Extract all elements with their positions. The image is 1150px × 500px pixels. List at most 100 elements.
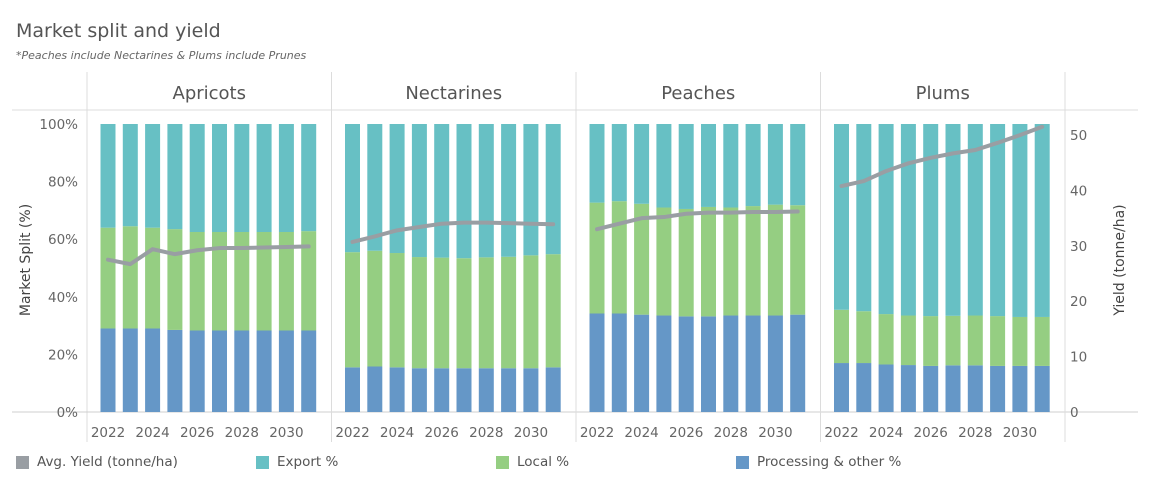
bar-local-peaches-2024 [634,203,650,315]
bar-export-nectarines-2029 [501,124,517,257]
bar-local-nectarines-2026 [434,257,450,369]
bar-export-apricots-2025 [167,124,183,230]
x-tick-label: 2026 [180,425,214,441]
bar-processing-apricots-2031 [301,330,317,412]
bar-export-plums-2025 [900,124,916,316]
bar-local-plums-2030 [1012,316,1028,366]
bar-export-apricots-2027 [212,124,227,232]
x-tick-label: 2030 [1003,425,1037,441]
chart-subtitle: *Peaches include Nectarines & Plums incl… [16,49,307,62]
bar-local-nectarines-2029 [501,256,517,369]
bar-export-peaches-2024 [634,124,650,204]
x-tick-label: 2028 [225,425,259,441]
panel-title-plums: Plums [916,83,970,104]
bar-export-nectarines-2026 [434,124,450,258]
bar-local-plums-2023 [856,311,872,364]
bar-export-peaches-2028 [723,124,739,208]
bar-export-peaches-2031 [790,124,806,206]
bar-local-apricots-2027 [212,232,227,331]
legend-swatch-export [256,455,269,469]
y-tick-label: 60% [48,232,78,248]
y2-axis-title: Yield (tonne/ha) [1112,204,1128,316]
bar-export-peaches-2025 [656,124,672,208]
bar-export-apricots-2022 [100,124,116,228]
bar-local-apricots-2024 [145,227,161,329]
legend-item-local[interactable]: Local % [496,454,569,470]
bar-processing-nectarines-2024 [389,367,405,412]
bar-export-apricots-2029 [256,124,272,232]
bar-processing-plums-2023 [856,363,872,412]
bar-local-apricots-2031 [301,231,317,331]
bar-processing-nectarines-2029 [501,368,517,412]
x-tick-label: 2030 [758,425,792,441]
bar-processing-peaches-2029 [745,315,761,412]
bar-export-plums-2029 [990,124,1006,317]
y-tick-label: 20% [48,347,78,363]
bar-processing-peaches-2022 [589,313,605,412]
bar-processing-apricots-2024 [145,328,161,412]
y2-tick-label: 40 [1070,183,1087,199]
bar-export-plums-2024 [878,124,894,315]
bar-export-apricots-2024 [145,124,161,228]
x-tick-label: 2026 [669,425,703,441]
x-tick-label: 2024 [624,425,658,441]
bar-processing-plums-2031 [1034,365,1050,412]
bar-local-apricots-2022 [100,227,116,329]
bar-export-plums-2023 [856,124,872,312]
x-tick-label: 2030 [269,425,303,441]
bar-local-plums-2022 [834,309,849,364]
bar-processing-apricots-2027 [212,330,227,412]
legend-item-yield[interactable]: Avg. Yield (tonne/ha) [16,454,178,470]
bar-export-nectarines-2027 [456,124,472,259]
bar-local-nectarines-2024 [389,253,405,368]
y-tick-label: 0% [57,405,79,421]
bar-processing-peaches-2028 [723,315,739,412]
bar-processing-plums-2022 [834,363,849,412]
bar-export-apricots-2023 [122,124,138,227]
bar-processing-apricots-2023 [122,328,138,412]
bar-processing-apricots-2030 [278,330,294,412]
legend-item-processing[interactable]: Processing & other % [736,454,901,470]
y2-tick-label: 50 [1070,128,1087,144]
bar-local-plums-2028 [967,315,983,366]
x-tick-label: 2026 [914,425,948,441]
legend-item-export[interactable]: Export % [256,454,338,470]
x-tick-label: 2022 [580,425,614,441]
bar-processing-apricots-2026 [189,330,205,412]
legend-label-yield: Avg. Yield (tonne/ha) [37,454,178,470]
bar-processing-nectarines-2026 [434,368,450,412]
bar-processing-apricots-2029 [256,330,272,412]
bar-export-plums-2026 [923,124,939,317]
y-tick-label: 100% [39,117,78,133]
x-tick-label: 2028 [958,425,992,441]
bar-local-peaches-2023 [611,201,627,314]
bar-local-peaches-2030 [767,204,783,316]
bar-export-peaches-2022 [589,124,605,203]
bar-export-peaches-2026 [678,124,694,209]
bar-processing-nectarines-2030 [523,368,539,412]
bar-processing-plums-2028 [967,365,983,412]
bar-processing-nectarines-2025 [411,368,427,412]
bar-processing-peaches-2031 [790,314,806,412]
bar-local-apricots-2023 [122,226,138,329]
bar-local-plums-2031 [1034,316,1050,366]
legend-swatch-yield [16,455,29,469]
bar-export-plums-2027 [945,124,961,316]
bar-local-nectarines-2030 [523,255,539,369]
bar-export-plums-2028 [967,124,983,316]
bar-local-peaches-2031 [790,205,806,315]
bar-local-peaches-2027 [701,206,716,317]
bar-export-apricots-2028 [234,124,250,232]
bar-local-apricots-2029 [256,232,272,331]
legend-label-export: Export % [277,454,339,470]
yield-line-nectarines [350,220,556,244]
bar-processing-peaches-2025 [656,315,672,412]
x-tick-label: 2022 [91,425,125,441]
bar-export-peaches-2027 [701,124,716,207]
bar-processing-plums-2024 [878,364,894,412]
y2-tick-label: 30 [1070,239,1087,255]
bar-local-nectarines-2025 [411,257,427,369]
x-tick-label: 2026 [425,425,459,441]
bar-export-nectarines-2023 [367,124,383,251]
